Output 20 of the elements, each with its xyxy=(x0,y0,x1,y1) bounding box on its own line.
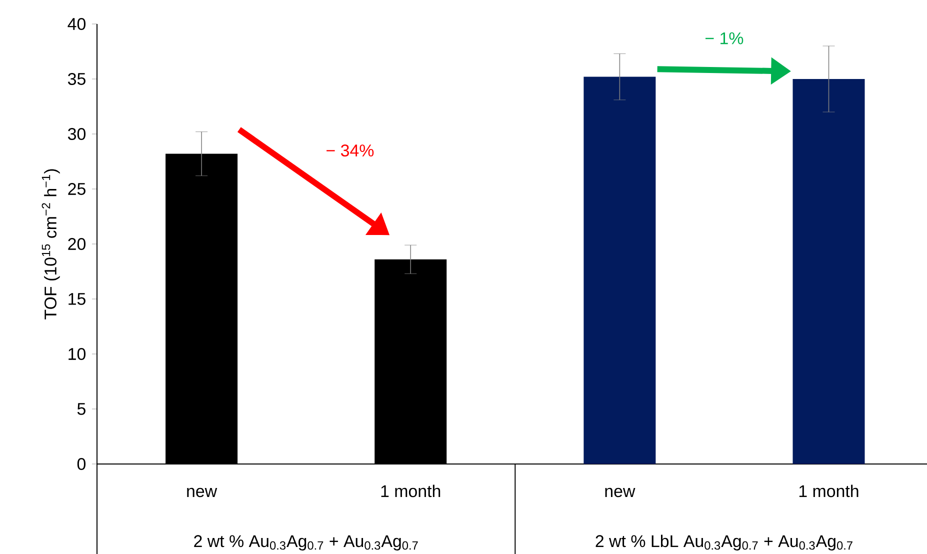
y-tick-label: 25 xyxy=(68,182,86,195)
y-axis-title: TOF (10$^{15}$ cm$^{−2}$ h$^{−1}$) xyxy=(42,169,60,320)
annotation: − 1% xyxy=(706,32,744,44)
text: 2 wt % LbL Au$_{0.3}$Ag$_{0.7}$ + Au$_{0.3}$Ag$_{0.7}$ xyxy=(596,534,852,550)
y-tick-label: 20 xyxy=(68,238,86,250)
y-tick-label: 5 xyxy=(77,403,86,415)
text: 2 wt % Au$_{0.3}$Ag$_{0.7}$ + Au$_{0.3}$Ag$_{0.7}$ xyxy=(194,535,418,550)
y-tick-label: 0 xyxy=(77,458,86,470)
x-tick-label: 1 month xyxy=(381,484,440,498)
x-tick-label: 1 month xyxy=(799,484,858,498)
y-tick-label: 15 xyxy=(68,293,86,305)
bar xyxy=(584,76,656,464)
y-tick-label: 40 xyxy=(68,18,86,30)
y-tick-label: 30 xyxy=(68,128,86,140)
y-tick-label: 35 xyxy=(68,72,86,85)
annotation: − 34% xyxy=(326,144,374,156)
x-tick-label: new xyxy=(605,488,636,498)
bar xyxy=(792,78,865,464)
x-tick-label: new xyxy=(187,488,218,498)
y-tick-label: 10 xyxy=(68,348,86,360)
